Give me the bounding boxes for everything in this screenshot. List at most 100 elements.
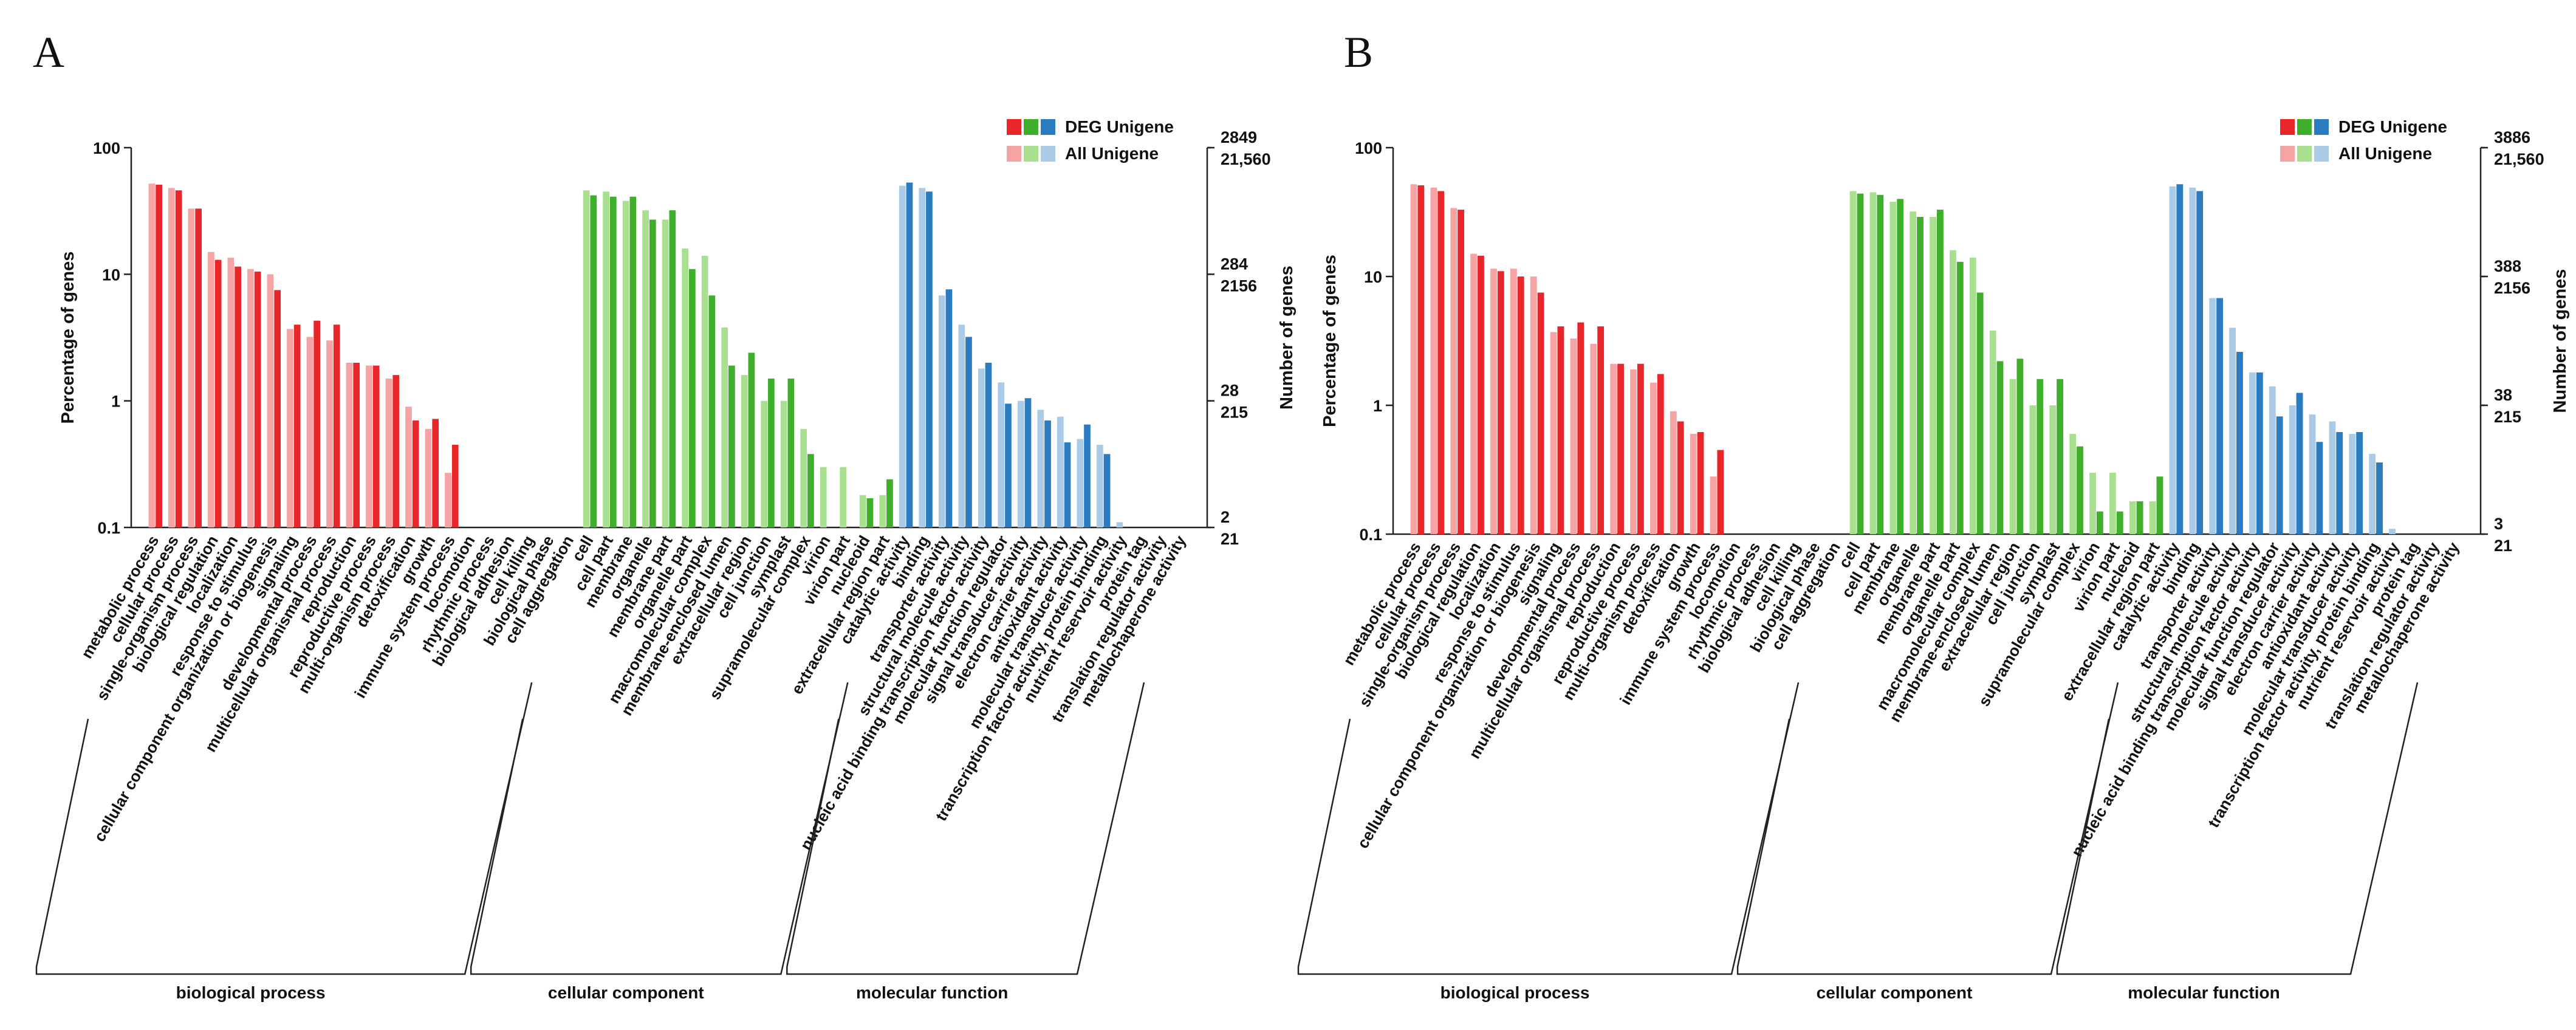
panel: B 100 10 1 0.1 Percentage of genes 3886 388 38 3 2… [1297, 28, 2570, 1002]
bar [649, 219, 656, 527]
bar [1005, 403, 1012, 527]
bar [2176, 184, 2184, 534]
bar [2057, 379, 2064, 534]
legend-swatch [2314, 119, 2329, 135]
bar [682, 248, 689, 527]
bar [1590, 343, 1597, 534]
bar [859, 495, 866, 527]
y2-tick-label-all: 21 [1221, 530, 1239, 548]
bars [148, 182, 1123, 527]
bar [1510, 269, 1517, 534]
bar [2369, 453, 2376, 534]
bar [2016, 359, 2024, 534]
y2-tick-label-all: 2156 [1221, 276, 1257, 295]
legend-swatch [2314, 146, 2329, 162]
bar [1530, 276, 1537, 534]
bar [1677, 421, 1684, 534]
bar [1097, 444, 1103, 527]
y2-tick-label-all: 215 [1221, 403, 1248, 422]
bar [807, 454, 814, 527]
bar [254, 271, 261, 527]
y-tick-label: 1 [1373, 397, 1382, 415]
bar [2356, 432, 2363, 534]
bar [622, 201, 629, 527]
y2-tick-label: 2 [1221, 508, 1230, 526]
bar [1889, 202, 1897, 534]
y2-tick-label: 28 [1221, 382, 1239, 400]
bar [2276, 416, 2283, 534]
bar [642, 210, 649, 527]
bar [333, 324, 340, 527]
legend-swatch [2297, 146, 2312, 162]
bar [287, 329, 293, 527]
bar [1024, 398, 1032, 527]
bar [2149, 501, 2156, 534]
bar [1976, 292, 1984, 534]
bar [175, 190, 182, 527]
bar [787, 378, 795, 527]
bar [1710, 476, 1717, 534]
y-axis-label: Percentage of genes [1320, 255, 1340, 427]
bar [2109, 472, 2116, 534]
y2-tick-label: 388 [2494, 257, 2521, 275]
y2-tick-label: 3886 [2494, 128, 2530, 146]
bar [2029, 405, 2036, 534]
bar [1849, 191, 1857, 534]
bar [2216, 298, 2223, 534]
bar [326, 340, 333, 527]
bar [2329, 421, 2336, 534]
bar [1017, 400, 1024, 527]
bar [2256, 372, 2263, 534]
bar [1637, 363, 1644, 534]
group-bracket [35, 682, 533, 975]
bar [879, 495, 886, 527]
bar [1437, 191, 1445, 534]
legend-swatch [1024, 146, 1038, 162]
bar [2249, 372, 2256, 534]
bar [2389, 529, 2396, 534]
bar [1937, 210, 1944, 534]
group-bracket [1297, 682, 1800, 975]
bar [728, 365, 735, 527]
y-tick-label: 10 [1364, 268, 1382, 286]
bar [1037, 410, 1044, 527]
y-tick-label: 1 [111, 393, 120, 411]
panel-label: A [33, 28, 64, 77]
group-bracket [470, 682, 849, 975]
bar [445, 473, 451, 527]
bar [2269, 386, 2276, 534]
bar [583, 190, 590, 527]
bar [1630, 369, 1637, 534]
bar [866, 498, 874, 527]
bar [1577, 322, 1584, 534]
y2-axis-label: Number of genes [1277, 266, 1297, 410]
bar [1470, 253, 1478, 534]
bar [392, 375, 400, 527]
bar [156, 184, 162, 527]
panel-label: B [1344, 28, 1373, 77]
bar [985, 362, 992, 527]
y-tick-label: 0.1 [1359, 526, 1382, 544]
bar [2136, 501, 2143, 534]
bar [2376, 462, 2383, 534]
bar [227, 258, 235, 527]
bar [603, 191, 609, 527]
bar [820, 467, 827, 527]
y-axis-label: Percentage of genes [58, 252, 78, 424]
bar [1650, 382, 1657, 534]
bar [2289, 405, 2296, 534]
bar [978, 368, 985, 527]
bar [926, 191, 933, 527]
bar [998, 382, 1005, 527]
bar [919, 188, 926, 527]
bar [188, 208, 195, 527]
y-tick-label: 100 [1355, 139, 1382, 157]
y2-tick-label-all: 21 [2494, 537, 2512, 555]
bar [1657, 374, 1664, 534]
bar [1570, 338, 1577, 534]
bar [1717, 450, 1724, 534]
bar [2196, 191, 2204, 534]
bar [353, 362, 360, 527]
legend-swatch [1041, 146, 1055, 162]
bar [1969, 258, 1976, 534]
